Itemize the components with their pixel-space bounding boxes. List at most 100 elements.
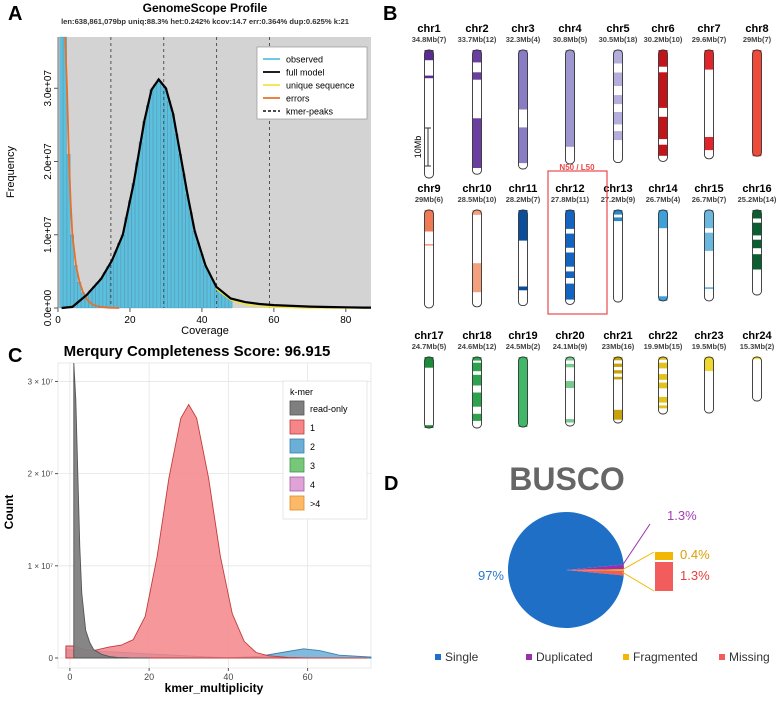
chromosome-contig-block [613, 370, 623, 374]
chromosome-outline [518, 49, 528, 170]
pie-label-single: 97% [478, 568, 504, 583]
chromosome-name: chr19 [508, 330, 537, 342]
chromosome-contig-block [518, 210, 528, 241]
chromosome-name: chr6 [651, 23, 674, 35]
chromosome-contig-block [704, 137, 714, 151]
chromosome-outline [472, 209, 482, 308]
chromosome-contig-block [752, 239, 762, 249]
chromosome-contig-block [613, 357, 623, 361]
chromosome-contig-block [658, 72, 668, 108]
chromosome-contig-block [424, 210, 434, 232]
chart-a-x-tick-label: 0 [55, 315, 61, 326]
chart-a-ylabel: Frequency [5, 146, 17, 198]
chart-c-y-tick-label: 1 × 10⁷ [28, 562, 53, 571]
chart-c-x-tick-label: 60 [303, 672, 313, 682]
observed-bar [178, 154, 182, 309]
full-model-line [61, 77, 371, 310]
chromosome-contig-block [424, 75, 434, 79]
chromosome-contig-block [658, 396, 668, 403]
chromosome-name: chr14 [648, 183, 678, 195]
chromosome-name: chr7 [697, 23, 720, 35]
chromosome-contig-block [658, 50, 668, 67]
chromosome-info: 24.6Mb(12) [458, 342, 497, 351]
chart-a-legend-label: errors [286, 94, 310, 104]
stacked-bar-missing [655, 562, 673, 591]
chromosome-contig-block [658, 405, 668, 409]
chromosome-outline [424, 356, 434, 429]
chromosome-contig-block [518, 127, 528, 164]
chromosome-contig-block [565, 283, 575, 300]
chart-c-ylabel: Count [2, 495, 16, 530]
chromosome-info: 30.2Mb(10) [644, 35, 683, 44]
chromosome-contig-block [472, 362, 482, 372]
chart-d-legend-label: Duplicated [536, 650, 593, 664]
chromosome-contig-block [658, 296, 668, 301]
chromosome-contig-block [613, 131, 623, 141]
chart-d-legend-label: Missing [729, 650, 770, 664]
errors-line [64, 36, 120, 309]
chromosome-contig-block [565, 419, 575, 423]
chart-c-y-tick-label: 3 × 10⁷ [28, 377, 53, 386]
chromosome-contig-block [565, 381, 575, 388]
chromosome-outline [518, 356, 528, 428]
chromosome-contig-block [472, 263, 482, 293]
chromosome-outline [658, 356, 668, 415]
chromosome-name: chr22 [648, 330, 677, 342]
scale-bar: 10Mb [413, 127, 431, 167]
chromosome-name: chr12 [555, 183, 584, 195]
chromosome-info: 27.2Mb(9) [601, 195, 636, 204]
chromosome-contig-block [752, 357, 762, 360]
chromosome-contig-block [704, 210, 714, 229]
observed-bar [189, 212, 193, 309]
chromosome-info: 28.2Mb(7) [506, 195, 541, 204]
chromosome-contig-block [565, 252, 575, 267]
chromosome-outline [424, 209, 434, 309]
chromosome-info: 19.5Mb(5) [692, 342, 727, 351]
chromosome-outline [704, 49, 714, 160]
panel-letter-d: D [384, 473, 398, 495]
pie-label-fragmented: 0.4% [680, 547, 710, 562]
chart-d-legend-swatch [719, 654, 725, 660]
chart-c-x-tick-label: 40 [223, 672, 233, 682]
chart-a-y-tick-label: 3.0e+07 [43, 70, 54, 107]
chart-d-legend-swatch [623, 654, 629, 660]
chromosome-contig-block [752, 50, 762, 157]
chromosome-contig-block [704, 357, 714, 371]
chromosome-contig-block [518, 286, 528, 291]
panel-a: A GenomeScope Profile len:638,861,079bp … [5, 1, 371, 337]
chart-c-title: Merqury Completeness Score: 96.915 [64, 343, 331, 360]
observed-bar [142, 121, 146, 309]
chromosome-info: 24.1Mb(9) [553, 342, 588, 351]
pie-slice-missing [566, 570, 624, 576]
observed-bar [203, 265, 208, 309]
chart-a-title: GenomeScope Profile [143, 1, 268, 15]
chromosome-info: 29Mb(6) [415, 195, 444, 204]
chromosome-info: 28.5Mb(10) [458, 195, 497, 204]
chromosome-contig-block [565, 210, 575, 229]
chart-a-xlabel: Coverage [181, 325, 229, 337]
chromosome-name: chr21 [603, 330, 632, 342]
chromosome-contig-block [565, 233, 575, 248]
chromosome-contig-block [472, 392, 482, 407]
chromosome-info: 29Mb(7) [743, 35, 772, 44]
observed-bar [160, 83, 164, 309]
chromosome-name: chr15 [694, 183, 723, 195]
chromosome-contig-block [658, 382, 668, 389]
chart-a-y-tick-label: 2.0e+07 [43, 143, 54, 180]
observed-bar [99, 278, 103, 309]
observed-bar [156, 79, 161, 309]
panel-letter-c: C [8, 345, 22, 367]
observed-bar [185, 194, 190, 309]
chromosome-contig-block [704, 287, 714, 289]
chromosome-name: chr1 [417, 23, 440, 35]
chromosome-contig-block [658, 116, 668, 140]
chromosome-outline [704, 209, 714, 302]
observed-bar [131, 183, 136, 309]
observed-bar [199, 253, 204, 309]
chart-c-legend-swatch [289, 419, 305, 435]
chromosome-name: chr4 [558, 23, 582, 35]
pie-slice-single [507, 512, 624, 628]
chromosome-info: 34.8Mb(7) [412, 35, 447, 44]
chart-c-legend-label: read-only [310, 404, 348, 414]
